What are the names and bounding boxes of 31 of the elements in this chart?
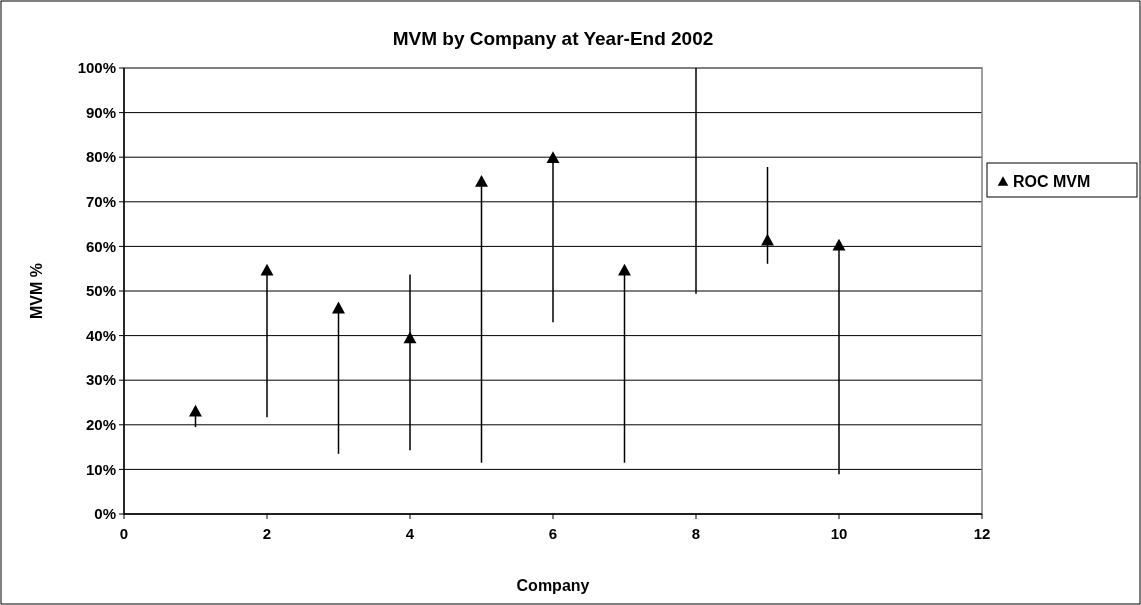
chart-title: MVM by Company at Year-End 2002 [392, 28, 714, 49]
point [403, 331, 417, 344]
y-tick-label: 0% [94, 505, 116, 523]
legend-label: ROC MVM [1013, 172, 1091, 190]
point [546, 151, 560, 164]
y-tick-label: 20% [85, 416, 116, 434]
x-tick-label: 0 [119, 525, 129, 542]
x-tick-label: 6 [548, 525, 558, 542]
y-tick-label: 30% [85, 371, 116, 389]
point [332, 301, 345, 314]
y-tick-label: 40% [85, 326, 116, 344]
y-tick-label: 50% [85, 282, 116, 300]
y-tick-label: 100% [77, 59, 116, 77]
x-tick-label: 12 [973, 525, 991, 542]
y-axis-title: MVM % [28, 263, 45, 319]
x-tick-label: 4 [405, 525, 415, 542]
y-tick-label: 90% [85, 103, 116, 121]
x-tick-label: 8 [691, 525, 701, 542]
y-tick-label: 80% [85, 148, 116, 166]
point [189, 404, 202, 417]
y-tick-label: 60% [85, 237, 116, 255]
point [260, 263, 274, 276]
point [761, 233, 774, 246]
point [618, 263, 631, 276]
point [475, 174, 488, 187]
y-tick-label: 10% [85, 460, 116, 478]
x-tick-label: 2 [262, 525, 272, 542]
x-axis-title: Company [516, 577, 590, 594]
x-tick-label: 10 [830, 525, 848, 542]
y-tick-label: 70% [85, 193, 116, 211]
point [832, 238, 846, 251]
